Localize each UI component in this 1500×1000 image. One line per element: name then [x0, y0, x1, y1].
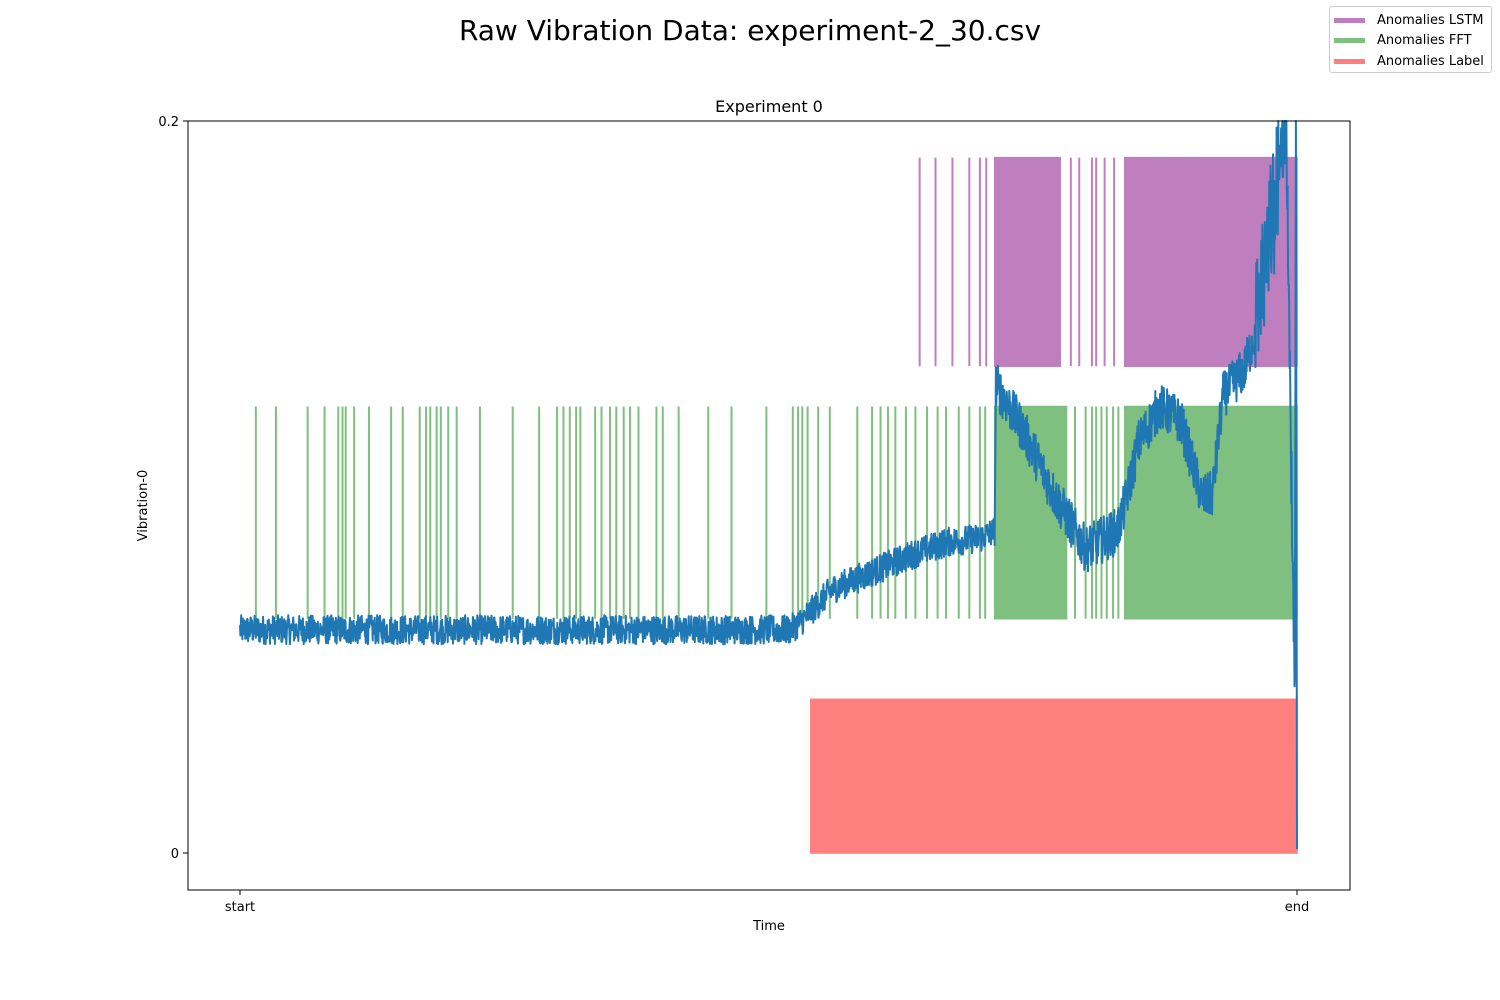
legend-label-lstm: Anomalies LSTM: [1377, 12, 1484, 28]
legend-label-label: Anomalies Label: [1377, 53, 1484, 69]
legend-swatch-fft: [1334, 38, 1365, 44]
legend-swatch-lstm: [1334, 17, 1365, 23]
x-tick-label: end: [1285, 900, 1310, 915]
x-tick-label: start: [225, 900, 255, 915]
anomalies-lstm-span: [993, 156, 1061, 367]
axis-ticks: start end 0 0.2: [158, 115, 1309, 915]
subplot-title: Experiment 0: [715, 97, 823, 116]
y-axis-label: Vibration-0: [136, 470, 151, 542]
axes-frame: [187, 120, 1351, 891]
legend: Anomalies LSTM Anomalies FFT Anomalies L…: [1329, 6, 1492, 73]
vibration-line: [239, 120, 1298, 850]
legend-swatch-label: [1334, 58, 1365, 64]
anomalies-label-span: [810, 698, 1298, 854]
y-tick-label: 0.2: [158, 115, 179, 130]
vibration-series: [239, 120, 1298, 850]
legend-label-fft: Anomalies FFT: [1377, 33, 1472, 49]
legend-item-lstm: Anomalies LSTM: [1334, 10, 1491, 31]
y-tick-label: 0: [171, 847, 179, 862]
figure-title: Raw Vibration Data: experiment-2_30.csv: [458, 14, 1042, 47]
x-axis-label: Time: [752, 919, 785, 934]
legend-item-fft: Anomalies FFT: [1334, 31, 1491, 52]
legend-item-label: Anomalies Label: [1334, 51, 1491, 72]
anomaly-bands: [254, 156, 1298, 854]
